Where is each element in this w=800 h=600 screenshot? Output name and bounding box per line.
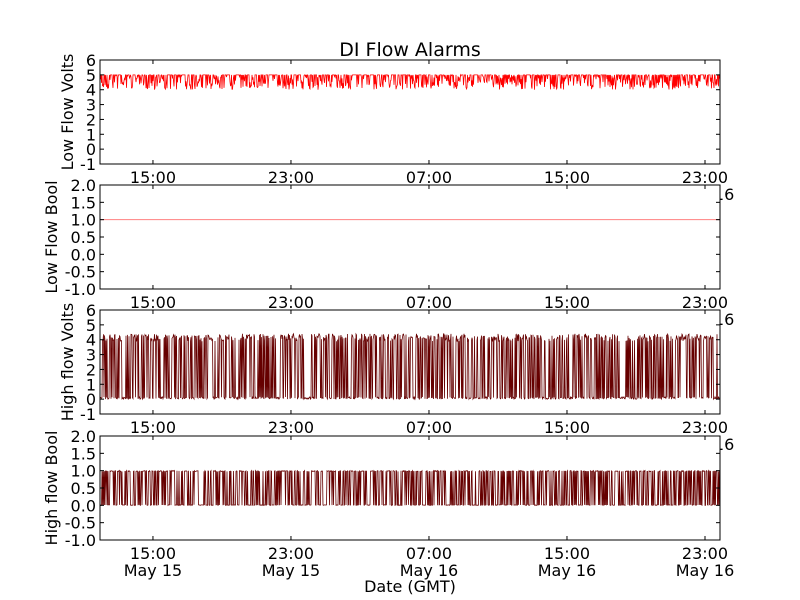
x-tick-time: 07:00 [406,168,452,187]
x-tick-date: May 15 [124,561,183,580]
x-tick-date: May 16 [400,561,459,580]
x-tick-time: 07:00 [406,293,452,312]
y-tick-label: 0.5 [71,479,96,498]
x-tick-time: 23:00 [268,544,314,563]
y-tick-label: 4 [86,81,96,100]
y-tick-label: -0.5 [65,263,96,282]
x-tick-time: 23:00 [268,168,314,187]
y-tick-label: -1.0 [65,280,96,299]
y-tick-label: 3 [86,96,96,115]
y-tick-label: 0.0 [71,496,96,515]
x-tick-date: May 16 [538,561,597,580]
y-tick-label: 6 [86,51,96,70]
x-tick-time: 15:00 [544,293,590,312]
x-tick-time: 23:00 [682,544,728,563]
x-tick-time: 15:00 [130,418,176,437]
y-tick-label: 1 [86,375,96,394]
y-tick-label: 2 [86,110,96,129]
y-axis-label: High flow Volts [58,303,77,421]
y-tick-label: 0.0 [71,245,96,264]
axes-frame [99,59,721,165]
axes-background [100,185,720,289]
x-tick-time: 15:00 [130,168,176,187]
x-tick-date: May 15 [262,561,321,580]
y-tick-label: -1 [80,405,96,424]
subplot-2: -1.0-0.50.00.51.01.52.0 Low Flow Bool 15:0… [42,176,734,329]
x-tick-time: 07:00 [406,418,452,437]
series-line-1 [99,73,720,91]
y-axis-label: High flow Bool [42,431,61,546]
y-axis-label: Low Flow Bool [42,180,61,293]
y-tick-label: 2.0 [71,176,96,195]
y-tick-label: -1 [80,155,96,174]
y-tick-label: 1.0 [71,462,96,481]
axes-frame [99,309,721,415]
y-tick-label: 5 [86,316,96,335]
x-tick-time: 23:00 [682,418,728,437]
y-tick-label: 1.0 [71,211,96,230]
y-tick-label: 2.0 [71,427,96,446]
series-line-4 [99,469,720,507]
x-tick-time: 23:00 [268,418,314,437]
x-tick-time: 15:00 [130,293,176,312]
y-tick-label: 2 [86,360,96,379]
x-tick-time: 15:00 [544,544,590,563]
x-tick-time: 07:00 [406,544,452,563]
y-tick-label: 1.5 [71,444,96,463]
y-tick-label: -1.0 [65,531,96,550]
x-tick-time: 23:00 [268,293,314,312]
series-line-3 [99,332,720,401]
y-axis-label: Low Flow Volts [58,54,77,171]
y-tick-label: 0 [86,390,96,409]
y-tick-label: 1.5 [71,193,96,212]
y-tick-label: 0 [86,140,96,159]
x-tick-time: 23:00 [682,293,728,312]
x-tick-date: May 16 [676,561,735,580]
y-tick-label: 5 [86,66,96,85]
x-tick-time: 15:00 [544,418,590,437]
x-tick-time: 15:00 [544,168,590,187]
y-tick-label: -0.5 [65,514,96,533]
y-tick-label: 4 [86,331,96,350]
y-tick-label: 3 [86,346,96,365]
chart-title: DI Flow Alarms [339,39,481,61]
x-axis-label: Date (GMT) [364,577,456,596]
y-tick-label: 1 [86,125,96,144]
y-tick-label: 0.5 [71,228,96,247]
x-tick-time: 15:00 [130,544,176,563]
x-tick-time: 23:00 [682,168,728,187]
y-tick-label: 6 [86,301,96,320]
subplot-4: -1.0-0.50.00.51.01.52.0 High flow Bool 15:… [42,427,734,580]
